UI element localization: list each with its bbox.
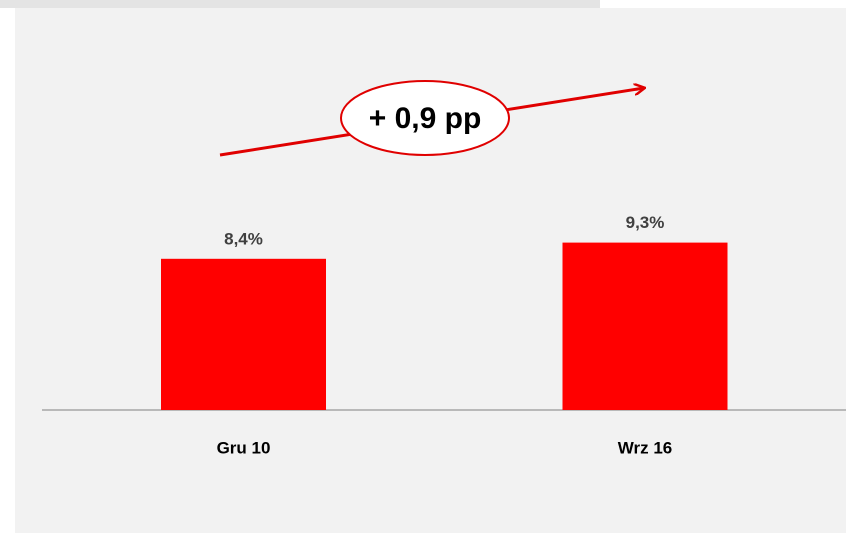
bar: [161, 258, 326, 410]
annotation-ellipse: [340, 80, 510, 156]
x-tick-label: Wrz 16: [618, 438, 673, 457]
value-label: 8,4%: [224, 229, 263, 248]
value-label: 9,3%: [626, 213, 665, 232]
bar: [562, 242, 728, 410]
x-tick-label: Gru 10: [217, 438, 271, 457]
annotation: + 0,9 pp: [369, 102, 482, 135]
top-strip: [0, 0, 600, 8]
